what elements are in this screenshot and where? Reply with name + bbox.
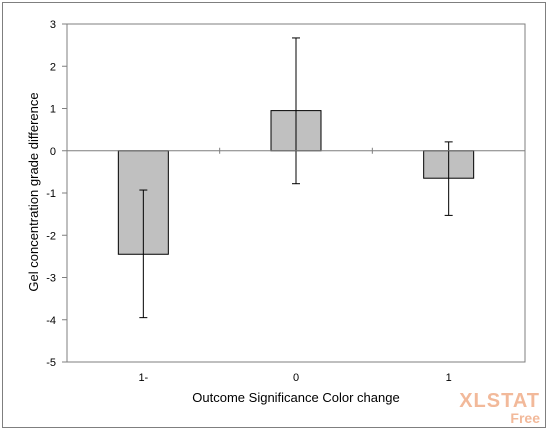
y-tick-label: -2 xyxy=(46,230,56,242)
error-bars xyxy=(139,37,453,319)
watermark-free-text: Free xyxy=(510,410,540,426)
y-tick-label: -3 xyxy=(46,273,56,285)
x-tick-label: 1 xyxy=(446,372,452,384)
chart-frame xyxy=(2,2,546,428)
y-tick-label: -5 xyxy=(46,357,56,369)
x-tick-label: 1- xyxy=(138,372,148,384)
y-axis-title: Gel concentration grade difference xyxy=(26,92,41,291)
y-tick-label: 1 xyxy=(50,104,56,116)
x-tick-label: 0 xyxy=(293,372,299,384)
zero-axis xyxy=(67,147,525,154)
y-tick-label: 0 xyxy=(50,146,56,158)
y-tick-label: 2 xyxy=(50,61,56,73)
xlstat-watermark: XLSTAT Free xyxy=(459,390,540,426)
x-axis-title: Outcome Significance Color change xyxy=(192,390,399,405)
y-tick-label: -1 xyxy=(46,188,56,200)
y-tick-label: -4 xyxy=(46,315,56,327)
x-axis: 1- 0 1 xyxy=(138,372,451,384)
y-tick-label: 3 xyxy=(50,19,56,31)
y-axis: 3 2 1 0 -1 -2 -3 -4 -5 xyxy=(46,19,67,369)
watermark-logo-text: XLSTAT xyxy=(459,390,540,412)
